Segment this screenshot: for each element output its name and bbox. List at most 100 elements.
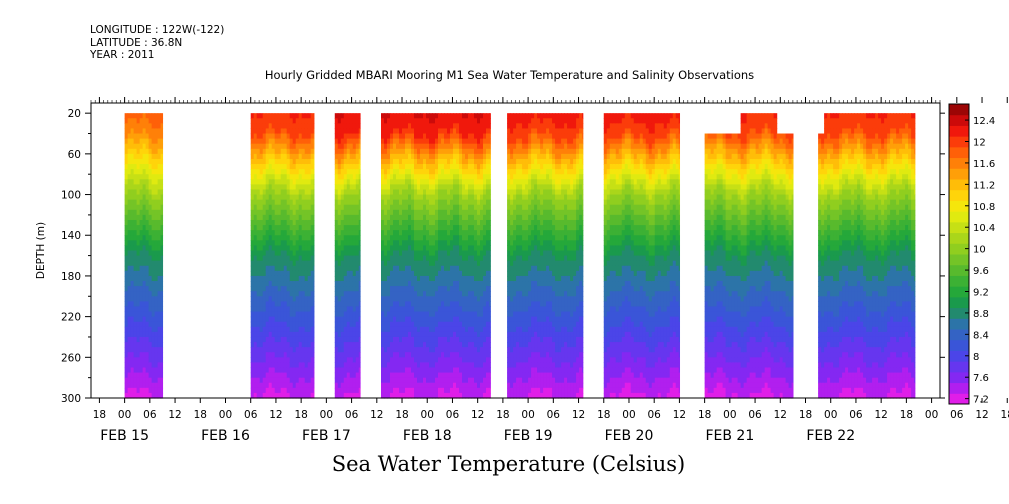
temp-cell	[271, 301, 276, 308]
temp-cell	[259, 296, 264, 302]
temp-cell	[432, 377, 436, 384]
temp-cell	[334, 387, 339, 394]
temp-cell	[384, 204, 388, 211]
temp-cell	[256, 392, 261, 399]
temp-cell	[414, 245, 418, 252]
temp-cell	[456, 214, 460, 221]
temp-cell	[286, 382, 291, 389]
temp-cell	[408, 230, 412, 236]
temp-cell	[450, 281, 454, 287]
temp-cell	[127, 336, 132, 343]
temp-cell	[289, 311, 294, 318]
temp-cell	[154, 245, 159, 252]
temp-cell	[250, 331, 255, 338]
temp-cell	[160, 362, 164, 369]
temp-cell	[387, 392, 391, 399]
temp-cell	[459, 342, 463, 348]
temp-cell	[447, 209, 451, 216]
temp-cell	[390, 347, 394, 353]
temp-cell	[253, 138, 258, 145]
temp-cell	[456, 367, 460, 374]
temp-cell	[414, 158, 418, 165]
temp-cell	[355, 164, 360, 170]
temp-cell	[510, 357, 514, 363]
temp-cell	[151, 199, 156, 206]
temp-cell	[130, 275, 135, 282]
temp-cell	[447, 311, 451, 318]
temp-cell	[489, 336, 491, 343]
temp-cell	[160, 281, 164, 287]
temp-cell	[259, 347, 264, 353]
temp-cell	[402, 352, 406, 358]
temp-cell	[160, 250, 164, 257]
temp-cell	[453, 265, 457, 272]
temp-cell	[405, 372, 409, 379]
temp-cell	[301, 138, 306, 145]
temp-cell	[414, 240, 418, 247]
temp-cell	[525, 362, 529, 369]
temp-cell	[528, 128, 532, 135]
temp-cell	[489, 342, 491, 348]
temp-cell	[519, 377, 523, 384]
temp-cell	[280, 326, 285, 333]
temp-cell	[528, 245, 532, 252]
temp-cell	[268, 336, 273, 343]
temp-cell	[307, 209, 312, 216]
temp-cell	[358, 133, 361, 140]
temp-cell	[139, 347, 144, 353]
temp-cell	[346, 326, 351, 333]
temp-cell	[462, 113, 466, 119]
temp-cell	[289, 352, 294, 358]
temp-cell	[513, 194, 517, 201]
temp-cell	[468, 265, 472, 272]
temp-cell	[480, 311, 484, 318]
temp-cell	[432, 128, 436, 135]
temp-cell	[447, 240, 451, 247]
temp-cell	[474, 194, 478, 201]
temp-cell	[277, 174, 282, 180]
temp-cell	[151, 225, 156, 231]
temp-cell	[313, 255, 315, 262]
temp-cell	[438, 296, 442, 302]
temp-cell	[337, 113, 342, 119]
temp-cell	[271, 265, 276, 272]
temp-cell	[423, 265, 427, 272]
temp-cell	[337, 321, 342, 328]
temp-cell	[519, 336, 523, 343]
temp-cell	[151, 138, 156, 145]
temp-cell	[259, 184, 264, 191]
temp-cell	[343, 250, 348, 257]
temp-cell	[426, 118, 430, 124]
temp-cell	[510, 301, 514, 308]
temp-cell	[136, 352, 141, 358]
temp-cell	[423, 281, 427, 287]
temp-cell	[133, 326, 138, 333]
temp-cell	[160, 265, 164, 272]
temp-cell	[301, 164, 306, 170]
temp-cell	[459, 123, 463, 130]
temp-cell	[250, 326, 255, 333]
temp-cell	[453, 199, 457, 206]
temp-cell	[262, 250, 267, 257]
temp-cell	[465, 174, 469, 180]
temp-cell	[390, 113, 394, 119]
temp-cell	[516, 392, 520, 399]
temp-cell	[462, 286, 466, 292]
temp-cell	[522, 230, 526, 236]
temp-cell	[432, 148, 436, 155]
temp-cell	[441, 311, 445, 318]
temp-cell	[435, 342, 439, 348]
temp-cell	[384, 209, 388, 216]
temp-cell	[142, 225, 147, 231]
temp-cell	[465, 204, 469, 211]
temp-cell	[489, 260, 491, 267]
temp-cell	[274, 357, 279, 363]
temp-cell	[145, 342, 150, 348]
temp-cell	[124, 240, 129, 247]
temp-cell	[429, 245, 433, 252]
temp-cell	[480, 169, 484, 175]
temp-cell	[256, 230, 261, 236]
temp-cell	[444, 301, 448, 308]
temp-cell	[525, 179, 529, 185]
temp-cell	[352, 311, 357, 318]
